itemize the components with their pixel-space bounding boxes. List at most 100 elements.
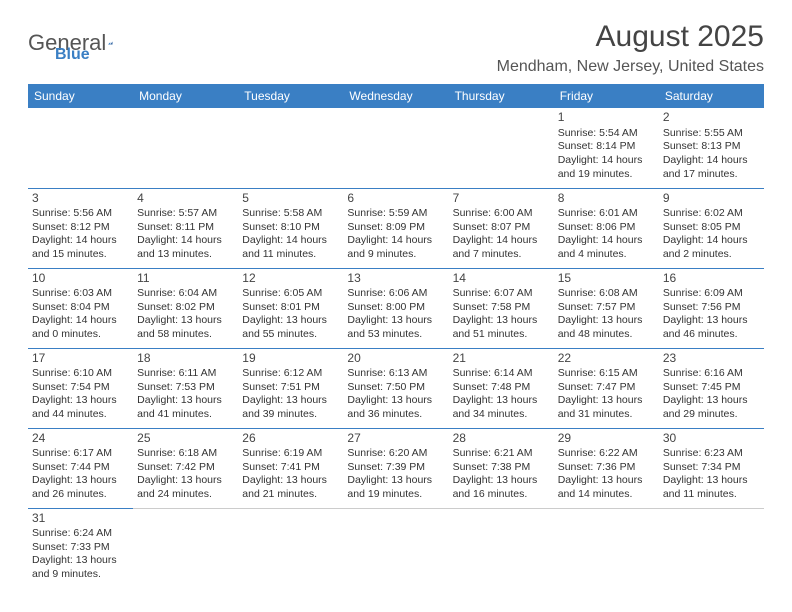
- calendar-day-cell: 3Sunrise: 5:56 AMSunset: 8:12 PMDaylight…: [28, 188, 133, 268]
- calendar-empty-cell: [449, 108, 554, 188]
- day-number: 9: [663, 191, 760, 207]
- header-right: August 2025 Mendham, New Jersey, United …: [497, 20, 764, 76]
- calendar-day-cell: 5Sunrise: 5:58 AMSunset: 8:10 PMDaylight…: [238, 188, 343, 268]
- sunrise-text: Sunrise: 5:57 AM: [137, 207, 234, 221]
- sunrise-text: Sunrise: 6:03 AM: [32, 287, 129, 301]
- sunrise-text: Sunrise: 6:12 AM: [242, 367, 339, 381]
- calendar-day-cell: 11Sunrise: 6:04 AMSunset: 8:02 PMDayligh…: [133, 268, 238, 348]
- daylight-text: Daylight: 13 hours and 34 minutes.: [453, 394, 550, 421]
- calendar-day-cell: 27Sunrise: 6:20 AMSunset: 7:39 PMDayligh…: [343, 428, 448, 508]
- sunrise-text: Sunrise: 6:02 AM: [663, 207, 760, 221]
- calendar-day-cell: 14Sunrise: 6:07 AMSunset: 7:58 PMDayligh…: [449, 268, 554, 348]
- sunset-text: Sunset: 8:05 PM: [663, 221, 760, 235]
- day-number: 20: [347, 351, 444, 367]
- sunset-text: Sunset: 7:56 PM: [663, 301, 760, 315]
- calendar-table: SundayMondayTuesdayWednesdayThursdayFrid…: [28, 84, 764, 588]
- sunrise-text: Sunrise: 6:01 AM: [558, 207, 655, 221]
- sunset-text: Sunset: 8:01 PM: [242, 301, 339, 315]
- day-header: Friday: [554, 84, 659, 108]
- sunset-text: Sunset: 7:50 PM: [347, 381, 444, 395]
- day-number: 27: [347, 431, 444, 447]
- calendar-day-cell: 7Sunrise: 6:00 AMSunset: 8:07 PMDaylight…: [449, 188, 554, 268]
- daylight-text: Daylight: 13 hours and 41 minutes.: [137, 394, 234, 421]
- calendar-empty-cell: [343, 508, 448, 588]
- daylight-text: Daylight: 13 hours and 21 minutes.: [242, 474, 339, 501]
- sunset-text: Sunset: 7:34 PM: [663, 461, 760, 475]
- sunset-text: Sunset: 8:02 PM: [137, 301, 234, 315]
- day-number: 4: [137, 191, 234, 207]
- sunrise-text: Sunrise: 6:18 AM: [137, 447, 234, 461]
- calendar-day-cell: 8Sunrise: 6:01 AMSunset: 8:06 PMDaylight…: [554, 188, 659, 268]
- calendar-day-cell: 17Sunrise: 6:10 AMSunset: 7:54 PMDayligh…: [28, 348, 133, 428]
- day-number: 26: [242, 431, 339, 447]
- sunrise-text: Sunrise: 6:17 AM: [32, 447, 129, 461]
- daylight-text: Daylight: 13 hours and 51 minutes.: [453, 314, 550, 341]
- daylight-text: Daylight: 13 hours and 11 minutes.: [663, 474, 760, 501]
- day-number: 16: [663, 271, 760, 287]
- logo-icon: [108, 35, 112, 51]
- calendar-day-cell: 23Sunrise: 6:16 AMSunset: 7:45 PMDayligh…: [659, 348, 764, 428]
- calendar-day-cell: 30Sunrise: 6:23 AMSunset: 7:34 PMDayligh…: [659, 428, 764, 508]
- day-number: 29: [558, 431, 655, 447]
- daylight-text: Daylight: 13 hours and 58 minutes.: [137, 314, 234, 341]
- sunrise-text: Sunrise: 5:54 AM: [558, 127, 655, 141]
- sunrise-text: Sunrise: 5:58 AM: [242, 207, 339, 221]
- calendar-day-cell: 31Sunrise: 6:24 AMSunset: 7:33 PMDayligh…: [28, 508, 133, 588]
- sunrise-text: Sunrise: 6:16 AM: [663, 367, 760, 381]
- calendar-day-cell: 20Sunrise: 6:13 AMSunset: 7:50 PMDayligh…: [343, 348, 448, 428]
- day-number: 28: [453, 431, 550, 447]
- day-number: 21: [453, 351, 550, 367]
- sunrise-text: Sunrise: 6:07 AM: [453, 287, 550, 301]
- calendar-day-cell: 1Sunrise: 5:54 AMSunset: 8:14 PMDaylight…: [554, 108, 659, 188]
- calendar-day-cell: 2Sunrise: 5:55 AMSunset: 8:13 PMDaylight…: [659, 108, 764, 188]
- calendar-day-cell: 26Sunrise: 6:19 AMSunset: 7:41 PMDayligh…: [238, 428, 343, 508]
- sunset-text: Sunset: 7:36 PM: [558, 461, 655, 475]
- page-header: General August 2025 Mendham, New Jersey,…: [28, 20, 764, 76]
- sunrise-text: Sunrise: 6:13 AM: [347, 367, 444, 381]
- sunset-text: Sunset: 7:39 PM: [347, 461, 444, 475]
- daylight-text: Daylight: 13 hours and 55 minutes.: [242, 314, 339, 341]
- daylight-text: Daylight: 14 hours and 19 minutes.: [558, 154, 655, 181]
- calendar-day-cell: 6Sunrise: 5:59 AMSunset: 8:09 PMDaylight…: [343, 188, 448, 268]
- sunset-text: Sunset: 7:54 PM: [32, 381, 129, 395]
- location-text: Mendham, New Jersey, United States: [497, 58, 764, 76]
- calendar-day-cell: 15Sunrise: 6:08 AMSunset: 7:57 PMDayligh…: [554, 268, 659, 348]
- day-header: Tuesday: [238, 84, 343, 108]
- sunset-text: Sunset: 7:45 PM: [663, 381, 760, 395]
- sunrise-text: Sunrise: 6:15 AM: [558, 367, 655, 381]
- daylight-text: Daylight: 13 hours and 14 minutes.: [558, 474, 655, 501]
- daylight-text: Daylight: 14 hours and 9 minutes.: [347, 234, 444, 261]
- day-number: 24: [32, 431, 129, 447]
- sunset-text: Sunset: 7:57 PM: [558, 301, 655, 315]
- daylight-text: Daylight: 13 hours and 29 minutes.: [663, 394, 760, 421]
- calendar-day-cell: 29Sunrise: 6:22 AMSunset: 7:36 PMDayligh…: [554, 428, 659, 508]
- sunrise-text: Sunrise: 6:24 AM: [32, 527, 129, 541]
- daylight-text: Daylight: 13 hours and 46 minutes.: [663, 314, 760, 341]
- daylight-text: Daylight: 13 hours and 48 minutes.: [558, 314, 655, 341]
- sunrise-text: Sunrise: 6:22 AM: [558, 447, 655, 461]
- sunset-text: Sunset: 8:10 PM: [242, 221, 339, 235]
- sunrise-text: Sunrise: 6:06 AM: [347, 287, 444, 301]
- day-header: Saturday: [659, 84, 764, 108]
- daylight-text: Daylight: 14 hours and 13 minutes.: [137, 234, 234, 261]
- sunrise-text: Sunrise: 6:19 AM: [242, 447, 339, 461]
- calendar-empty-cell: [449, 508, 554, 588]
- day-number: 10: [32, 271, 129, 287]
- daylight-text: Daylight: 13 hours and 31 minutes.: [558, 394, 655, 421]
- sunrise-text: Sunrise: 6:04 AM: [137, 287, 234, 301]
- day-number: 17: [32, 351, 129, 367]
- daylight-text: Daylight: 13 hours and 19 minutes.: [347, 474, 444, 501]
- day-header: Wednesday: [343, 84, 448, 108]
- daylight-text: Daylight: 14 hours and 17 minutes.: [663, 154, 760, 181]
- sunrise-text: Sunrise: 6:20 AM: [347, 447, 444, 461]
- daylight-text: Daylight: 13 hours and 24 minutes.: [137, 474, 234, 501]
- sunset-text: Sunset: 8:13 PM: [663, 140, 760, 154]
- daylight-text: Daylight: 14 hours and 7 minutes.: [453, 234, 550, 261]
- sunset-text: Sunset: 8:11 PM: [137, 221, 234, 235]
- calendar-day-cell: 28Sunrise: 6:21 AMSunset: 7:38 PMDayligh…: [449, 428, 554, 508]
- sunrise-text: Sunrise: 6:05 AM: [242, 287, 339, 301]
- sunset-text: Sunset: 8:06 PM: [558, 221, 655, 235]
- sunset-text: Sunset: 8:14 PM: [558, 140, 655, 154]
- calendar-empty-cell: [133, 508, 238, 588]
- calendar-day-cell: 24Sunrise: 6:17 AMSunset: 7:44 PMDayligh…: [28, 428, 133, 508]
